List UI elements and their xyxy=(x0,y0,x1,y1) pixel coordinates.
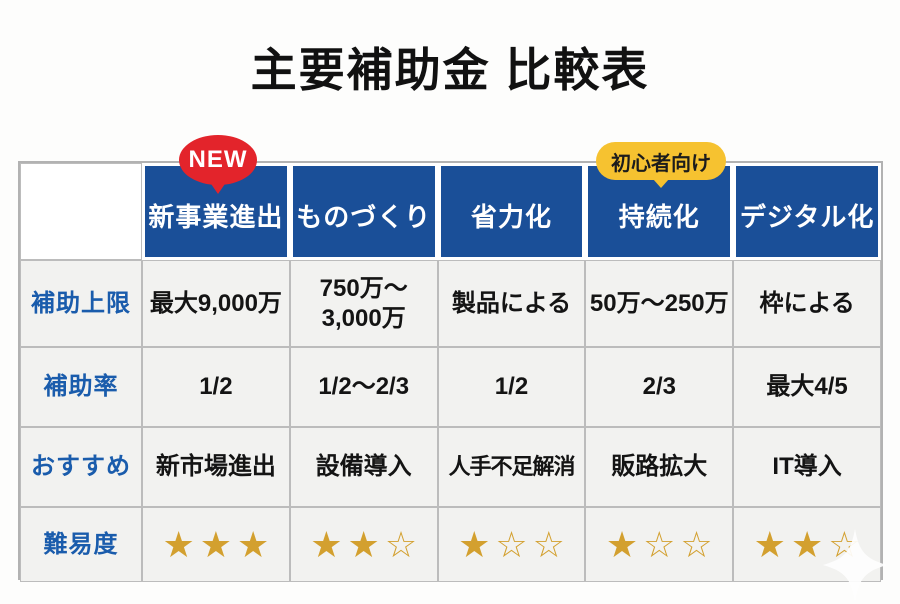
table-cell: 最大9,000万 xyxy=(142,260,290,347)
header-cell-monozukuri: ものづくり xyxy=(289,163,438,260)
table-cell: 設備導入 xyxy=(289,427,438,507)
sparkle-icon xyxy=(823,529,887,601)
header-cell-digital: デジタル化 xyxy=(733,163,881,260)
table-cell: 人手不足解消 xyxy=(437,427,586,507)
table-cell: IT導入 xyxy=(733,427,881,507)
table-cell: 1/2〜2/3 xyxy=(289,347,438,427)
table-cell: 最大4/5 xyxy=(733,347,881,427)
table-cell: 750万〜 3,000万 xyxy=(289,260,438,347)
row-label-hojo-jogen: 補助上限 xyxy=(20,260,142,347)
table-cell: 製品による xyxy=(437,260,586,347)
row-label-hojo-ritsu: 補助率 xyxy=(20,347,142,427)
comparison-table: NEW 初心者向け 新事業進出 ものづくり 省力化 持続化 デジタル化 補助上限… xyxy=(18,135,883,582)
table-cell: 販路拡大 xyxy=(585,427,734,507)
table-cell: 1/2 xyxy=(142,347,290,427)
difficulty-stars: ★★☆ xyxy=(289,507,438,582)
difficulty-stars: ★★★ xyxy=(142,507,290,582)
table-cell: 新市場進出 xyxy=(142,427,290,507)
table-cell: 50万〜250万 xyxy=(585,260,734,347)
corner-cell xyxy=(20,163,142,260)
table-cell: 枠による xyxy=(733,260,881,347)
table-cell: 2/3 xyxy=(585,347,734,427)
header-cell-shoryokuka: 省力化 xyxy=(437,163,586,260)
row-label-nanido: 難易度 xyxy=(20,507,142,582)
difficulty-stars: ★☆☆ xyxy=(585,507,734,582)
beginner-badge: 初心者向け xyxy=(596,142,726,180)
difficulty-stars: ★☆☆ xyxy=(437,507,586,582)
row-label-osusume: おすすめ xyxy=(20,427,142,507)
table-cell: 1/2 xyxy=(437,347,586,427)
new-badge: NEW xyxy=(179,135,257,185)
page-title: 主要補助金 比較表 xyxy=(250,44,650,96)
